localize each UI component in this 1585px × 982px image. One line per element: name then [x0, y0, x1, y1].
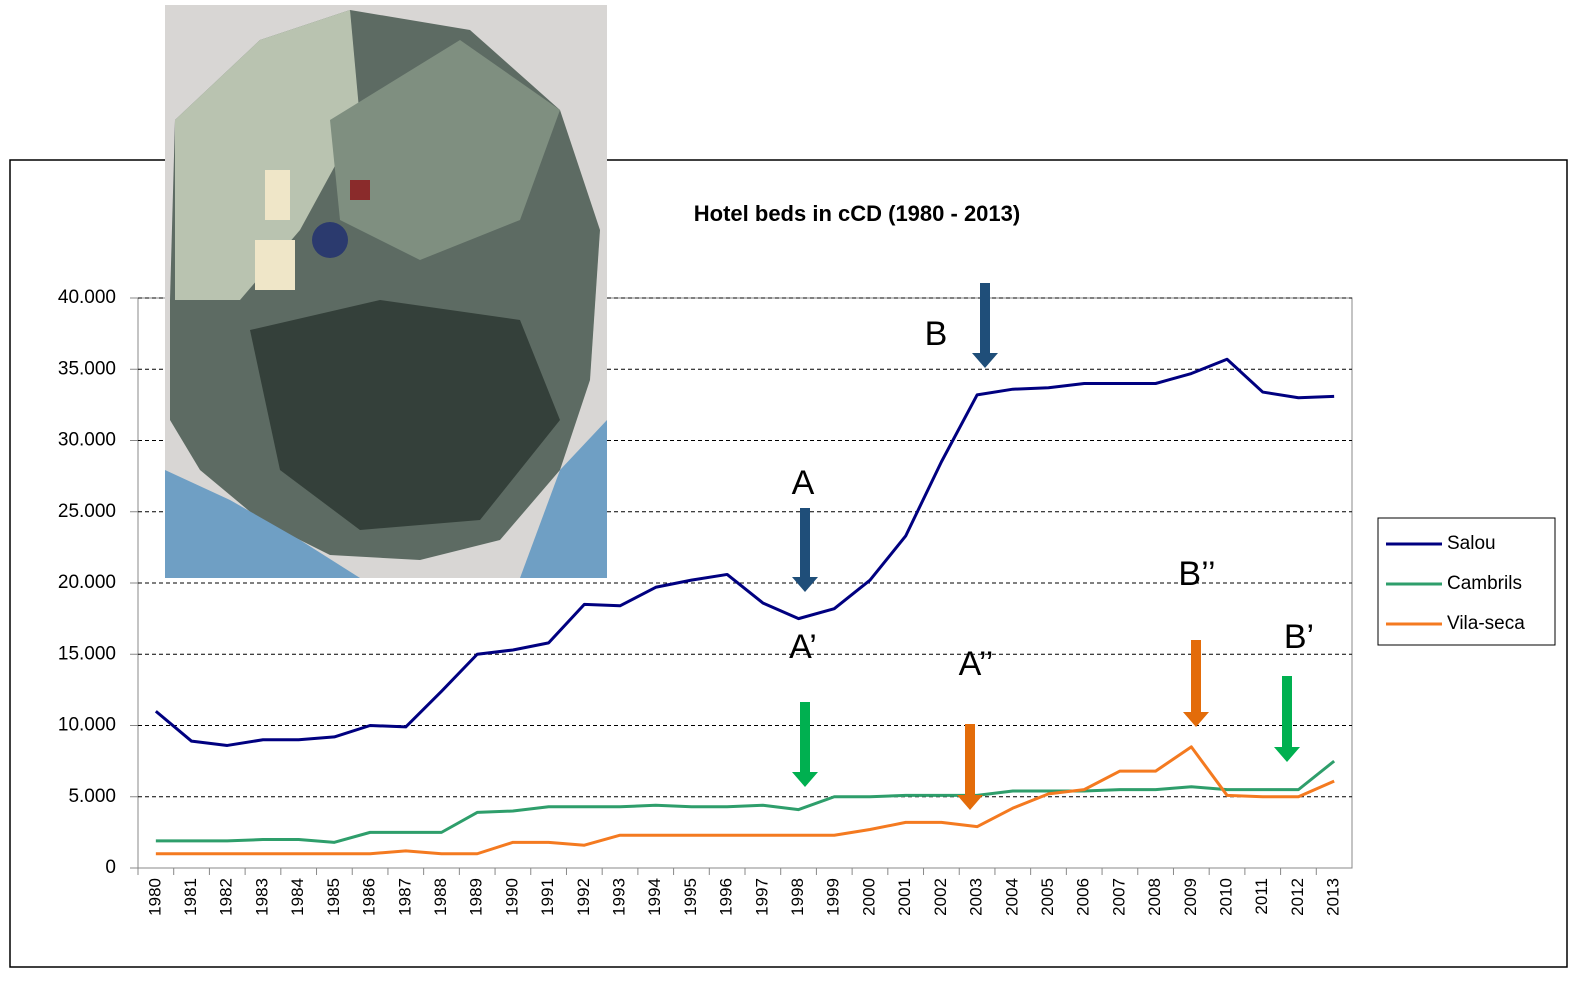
x-tick-label: 2006 [1074, 878, 1093, 916]
x-tick-label: 2003 [967, 878, 986, 916]
x-tick-label: 1995 [681, 878, 700, 916]
x-tick-label: 1986 [360, 878, 379, 916]
x-tick-label: 1982 [217, 878, 236, 916]
y-tick-label: 15.000 [58, 643, 116, 664]
map-photo [165, 5, 607, 578]
x-tick-label: 2000 [859, 878, 878, 916]
y-tick-label: 0 [105, 857, 116, 878]
x-tick-label: 1980 [145, 878, 164, 916]
x-tick-label: 2007 [1109, 878, 1128, 916]
x-tick-label: 2010 [1217, 878, 1236, 916]
x-tick-label: 2011 [1252, 878, 1271, 915]
x-tick-label: 1998 [788, 878, 807, 916]
y-tick-label: 10.000 [58, 715, 116, 736]
page: {"chart_data": {"type": "line", "title":… [0, 0, 1585, 977]
annotation: B [925, 315, 948, 353]
y-tick-label: 40.000 [58, 287, 116, 308]
x-tick-label: 1981 [181, 878, 200, 916]
y-tick-label: 30.000 [58, 430, 116, 451]
x-tick-label: 1996 [717, 878, 736, 916]
annotation: A [792, 464, 815, 502]
x-tick-label: 2001 [895, 878, 914, 916]
x-tick-label: 1990 [502, 878, 521, 916]
chart-title: Hotel beds in cCD (1980 - 2013) [694, 201, 1020, 226]
x-tick-label: 1999 [824, 878, 843, 916]
y-tick-label: 25.000 [58, 501, 116, 522]
x-tick-label: 1992 [574, 878, 593, 916]
annotation: A’ [789, 628, 817, 666]
legend: Salou Cambrils Vila-seca [1378, 518, 1555, 645]
x-tick-label: 2009 [1181, 878, 1200, 916]
x-tick-label: 2008 [1145, 878, 1164, 916]
annotation: B’’ [1178, 555, 1215, 593]
x-tick-label: 1985 [324, 878, 343, 916]
x-tick-label: 1989 [467, 878, 486, 916]
y-tick-label: 5.000 [68, 786, 116, 807]
x-tick-label: 2012 [1288, 878, 1307, 916]
chart: 0 5.000 10.000 15.000 20.000 25.000 30.000 35.0… [0, 0, 1585, 977]
x-tick-label: 1991 [538, 878, 557, 916]
y-tick-label: 20.000 [58, 572, 116, 593]
legend-label: Cambrils [1447, 573, 1522, 594]
x-tick-label: 1997 [752, 878, 771, 916]
annotation: A’’ [959, 645, 994, 683]
x-tick-label: 2002 [931, 878, 950, 916]
legend-label: Vila-seca [1447, 613, 1525, 634]
x-tick-label: 1987 [395, 878, 414, 916]
x-tick-label: 2004 [1002, 878, 1021, 916]
x-tick-label: 1993 [610, 878, 629, 916]
x-tick-label: 2013 [1324, 878, 1343, 916]
x-tick-label: 1994 [645, 878, 664, 916]
x-tick-label: 1983 [252, 878, 271, 916]
legend-label: Salou [1447, 533, 1496, 554]
x-tick-label: 1988 [431, 878, 450, 916]
x-tick-label: 1984 [288, 878, 307, 916]
x-tick-label: 2005 [1038, 878, 1057, 916]
y-tick-label: 35.000 [58, 358, 116, 379]
annotation: B’ [1284, 618, 1314, 656]
